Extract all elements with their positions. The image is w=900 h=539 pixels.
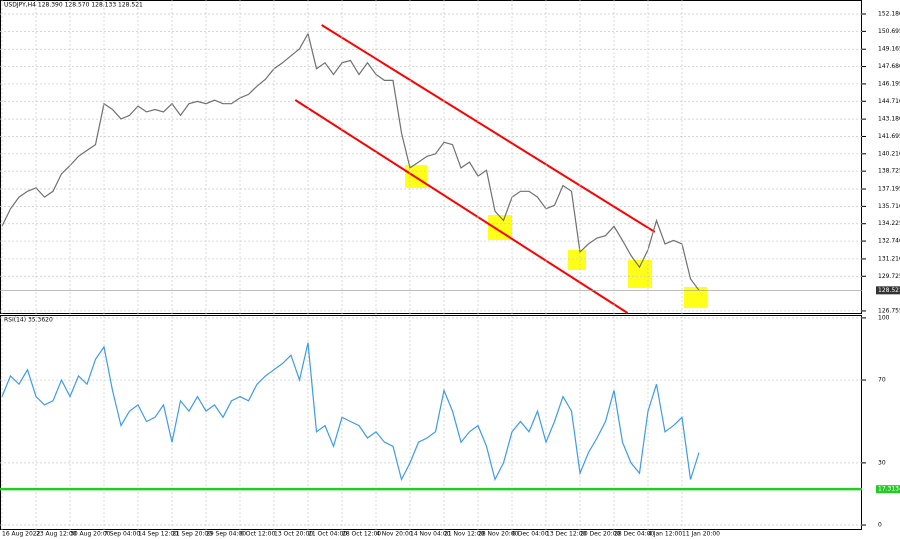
x-tick-label: 4 Nov 20:00 — [376, 531, 413, 538]
x-tick-label: 13 Oct 20:00 — [274, 531, 313, 538]
x-tick-label: 21 Sep 20:00 — [172, 531, 212, 538]
x-tick-label: 20 Dec 20:00 — [580, 531, 621, 538]
y-tick-label: 0 — [878, 522, 882, 529]
y-tick-label: 146.195 — [878, 80, 900, 87]
current-price-bg — [876, 286, 900, 295]
x-tick-label: 13 Dec 12:00 — [546, 531, 587, 538]
highlight — [628, 260, 652, 288]
y-tick-label: 70 — [878, 377, 886, 384]
y-tick-label: 135.710 — [878, 203, 900, 210]
x-tick-label: 28 Oct 12:00 — [342, 531, 381, 538]
y-tick-label: 149.165 — [878, 46, 900, 53]
y-tick-label: 129.725 — [878, 273, 900, 280]
x-tick-label: 6 Oct 12:00 — [240, 531, 275, 538]
x-tick-label: 30 Aug 20:00 — [70, 531, 111, 538]
rsi-title: RSI(14) 35.3620 — [4, 317, 53, 324]
price-panel — [0, 0, 862, 314]
highlight — [568, 250, 586, 270]
y-tick-label: 126.755 — [878, 307, 900, 314]
level-label: 17.3134 — [878, 486, 900, 493]
x-tick-label: 16 Aug 2022 — [2, 531, 41, 538]
y-tick-label: 143.180 — [878, 116, 900, 123]
chart-title: USDJPY,H4 128.390 128.570 128.133 128.52… — [4, 2, 143, 9]
y-tick-label: 100 — [878, 314, 890, 321]
x-tick-label: 29 Sep 04:00 — [206, 531, 246, 538]
current-price-label: 128.521 — [878, 287, 900, 294]
series-line — [1, 31, 700, 291]
highlight — [684, 287, 707, 308]
x-tick-label: 21 Oct 04:00 — [308, 531, 347, 538]
y-tick-label: 138.725 — [878, 168, 900, 175]
y-tick-label: 140.210 — [878, 150, 900, 157]
trendline — [294, 99, 629, 314]
x-tick-label: 28 Dec 04:00 — [614, 531, 655, 538]
rsi-panel — [0, 315, 862, 530]
y-tick-label: 141.695 — [878, 133, 900, 140]
y-tick-label: 132.740 — [878, 238, 900, 245]
level-label-bg — [876, 485, 900, 494]
y-tick-label: 152.180 — [878, 11, 900, 18]
x-tick-label: 6 Dec 04:00 — [512, 531, 549, 538]
series-line — [1, 342, 700, 482]
x-tick-label: 14 Sep 12:00 — [138, 531, 178, 538]
y-tick-label: 134.225 — [878, 220, 900, 227]
x-tick-label: 14 Nov 04:00 — [410, 531, 451, 538]
y-tick-label: 144.710 — [878, 98, 900, 105]
y-tick-label: 131.210 — [878, 255, 900, 262]
x-tick-label: 7 Sep 04:00 — [104, 531, 140, 538]
x-tick-label: 4 Jan 12:00 — [648, 531, 682, 538]
x-tick-label: 11 Jan 20:00 — [682, 531, 720, 538]
y-tick-label: 147.680 — [878, 63, 900, 70]
y-tick-label: 137.195 — [878, 186, 900, 193]
y-tick-label: 30 — [878, 459, 886, 466]
x-tick-label: 28 Nov 20:00 — [478, 531, 519, 538]
x-tick-label: 21 Nov 12:00 — [444, 531, 485, 538]
y-tick-label: 150.695 — [878, 28, 900, 35]
trendline — [321, 24, 656, 233]
x-tick-label: 23 Aug 12:00 — [36, 531, 77, 538]
